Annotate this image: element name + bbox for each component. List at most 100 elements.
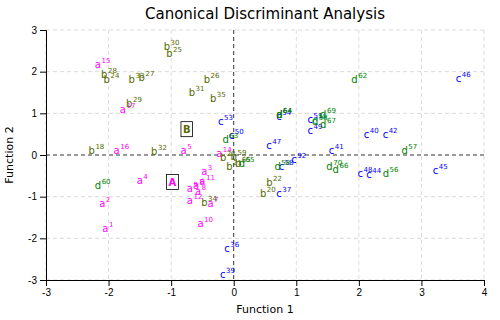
tick-label: 3 (419, 287, 425, 298)
point-label: b (101, 69, 107, 80)
point-number: 53 (224, 114, 233, 122)
tick-mark (109, 280, 110, 286)
point-label: c (276, 188, 282, 199)
point-label: d (320, 109, 326, 120)
point-number: 36 (230, 241, 239, 249)
point-label: d (320, 119, 326, 130)
point-number: 62 (358, 72, 367, 80)
point-label: d (401, 145, 407, 156)
point-label: c (266, 140, 272, 151)
tick-mark (40, 197, 46, 198)
point-label: d (383, 168, 389, 179)
point-number: 11 (206, 174, 215, 182)
centroid-box (181, 122, 193, 137)
point-number: 32 (158, 144, 167, 152)
point-label: a (120, 104, 126, 115)
x-axis-title: Function 1 (236, 303, 293, 316)
point-number: 44 (372, 167, 381, 175)
point-number: 69 (327, 107, 336, 115)
point-number: 1 (109, 221, 113, 229)
point-label: c (456, 73, 462, 84)
point-number: 9 (193, 181, 197, 189)
point-label: b (189, 87, 195, 98)
point-number: 2 (106, 196, 110, 204)
point-number: 33 (135, 72, 144, 80)
tick: 2 (357, 280, 363, 298)
point-label: a (137, 175, 143, 186)
tick-mark (171, 280, 172, 286)
point-label: a (187, 183, 193, 194)
point-label: b (266, 177, 272, 188)
grid-line-x (358, 30, 359, 280)
tick-label: 2 (31, 66, 37, 77)
point-number: 45 (439, 163, 448, 171)
point-number: 37 (282, 186, 291, 194)
title: Canonical Discriminant Analysis (145, 5, 385, 23)
point-label: c (383, 129, 389, 140)
grid-line-x (421, 30, 422, 280)
point-number: 58 (281, 159, 290, 167)
point-number: 16 (120, 143, 129, 151)
tick-label: 1 (31, 108, 37, 119)
tick-label: 0 (31, 150, 37, 161)
tick-mark (234, 280, 235, 286)
grid-line-x (171, 30, 172, 280)
grid-line-y (46, 113, 484, 114)
point-label: c (291, 154, 297, 165)
point-label: d (276, 109, 282, 120)
point-number: 65 (246, 156, 255, 164)
centroid: B (181, 122, 193, 137)
tick-label: -3 (28, 275, 37, 286)
point-label: c (364, 129, 370, 140)
tick-label: -1 (167, 287, 176, 298)
point-label: a (181, 145, 187, 156)
centroid-label: A (169, 177, 177, 188)
point-label: c (220, 269, 226, 280)
point-label: a (187, 195, 193, 206)
point-number: 34 (208, 195, 217, 203)
grid-line-y (46, 238, 484, 239)
point-label: a (114, 145, 120, 156)
tick: 0 (31, 150, 46, 161)
y-axis-title: Function 2 (3, 126, 16, 183)
point-label: b (164, 41, 170, 52)
point-label: c (218, 116, 224, 127)
tick: 4 (482, 280, 488, 298)
tick-mark (40, 238, 46, 239)
series: a1a2a3a4a5a6a7a8a9a10a11a12a14a15a16a17b… (89, 39, 472, 280)
tick: -3 (28, 275, 46, 286)
tick-label: 3 (31, 25, 37, 36)
point-label: b (89, 145, 95, 156)
point-number: 26 (211, 72, 220, 80)
tick: -2 (105, 280, 114, 298)
point-label: b (201, 197, 207, 208)
tick: 3 (419, 280, 425, 298)
point-label: c (433, 165, 439, 176)
axis-line (47, 281, 485, 287)
point-label: d (95, 180, 101, 191)
series: AB (167, 122, 193, 190)
point-label: a (199, 176, 205, 187)
tick: 1 (294, 280, 300, 298)
tick-label: -1 (28, 191, 37, 202)
point-number: 70 (333, 159, 342, 167)
chart: -3-2-101234-3-2-10123a1a2a3a4a5a6a7a8a9a… (0, 0, 500, 320)
tick-label: 4 (482, 287, 488, 298)
point-number: 25 (173, 46, 182, 54)
point-number: 42 (389, 127, 398, 135)
tick: 3 (31, 25, 46, 36)
tick: -1 (28, 191, 46, 202)
point-number: 30 (170, 39, 179, 47)
tick: -3 (42, 280, 51, 298)
centroid-label: B (183, 124, 191, 135)
tick-mark (40, 280, 46, 281)
point-label: b (220, 152, 226, 163)
tick: -1 (167, 280, 176, 298)
tick: -2 (28, 233, 46, 244)
point-label: b (151, 146, 157, 157)
point-number: 63 (229, 132, 238, 140)
point-number: 18 (95, 143, 104, 151)
point-number: 4 (143, 173, 148, 181)
grid-line-y (46, 30, 484, 31)
point-label: b (226, 161, 232, 172)
